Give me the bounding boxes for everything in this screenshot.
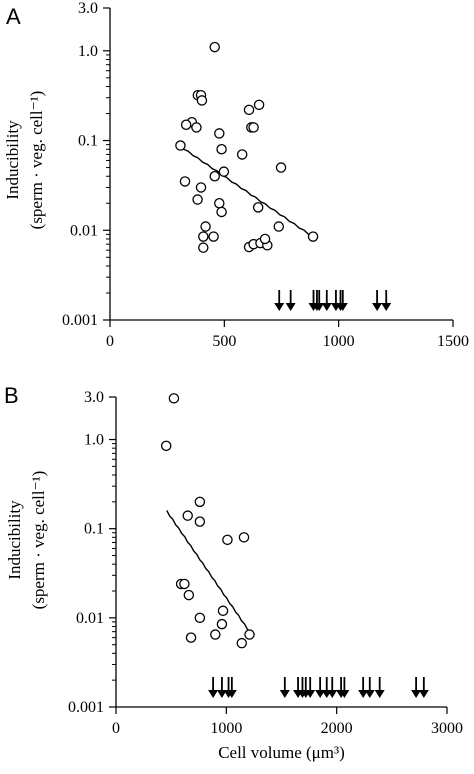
panel-b-trend-line: [166, 510, 252, 634]
panel-b-data-point: [183, 589, 195, 601]
panel-a-arrow-head: [372, 303, 383, 311]
panel-a-arrow-head: [274, 303, 285, 311]
panel-a-x-tick-label: 500: [212, 333, 236, 350]
panel-b-y-axis-title: Inducibility: [5, 500, 24, 580]
panel-b-data-point: [222, 534, 233, 546]
panel-b-data-point: [194, 496, 206, 508]
panel-b-arrow-head: [216, 690, 227, 698]
panel-a-data-point: [236, 149, 248, 160]
panel-a-arrow-head: [321, 303, 332, 311]
panel-b-data-point: [238, 532, 250, 543]
panel-a-data-point: [200, 221, 211, 232]
panel-a-y-tick-label: 0.001: [62, 312, 98, 329]
panel-b-letter: B: [4, 383, 19, 408]
panel-b-data-point: [182, 510, 193, 521]
panel-b-data-point: [217, 605, 229, 617]
panel-b-x-tick-label: 3000: [431, 720, 463, 737]
panel-a-data-point: [195, 182, 207, 193]
panel-a-data-point: [252, 202, 264, 213]
panel-a-data-point: [307, 231, 319, 242]
panel-a-y-axis-units: (sperm · veg. cell⁻¹): [27, 91, 46, 230]
panel-b-x-tick-label: 1000: [210, 720, 242, 737]
panel-a-data-point: [198, 242, 209, 253]
panel-a-y-axis-title: Inducibility: [3, 120, 22, 200]
panel-b-data-point: [210, 629, 221, 640]
panel-b-x-tick-label: 0: [112, 720, 120, 737]
panel-b-arrow-head: [226, 690, 237, 698]
panel-a-data-point: [192, 194, 203, 205]
panel-a-arrow-head: [285, 303, 296, 311]
panel-b-data-point: [194, 516, 206, 527]
panel-b-data-point: [236, 637, 248, 649]
panel-a-data-point: [179, 176, 191, 187]
panel-a-x-tick-label: 1000: [323, 333, 355, 350]
panel-b-arrow-head: [315, 690, 326, 698]
panel-b-y-tick-label: 1.0: [84, 432, 104, 449]
panel-a-data-point: [218, 166, 230, 177]
panel-a-data-point: [214, 128, 225, 139]
panel-a-data-point: [180, 119, 192, 130]
panel-a-data-point: [209, 41, 220, 53]
panel-a-y-tick-label: 0.01: [70, 222, 98, 239]
panel-b-y-tick-label: 3.0: [84, 389, 104, 406]
panel-a-x-tick-label: 1500: [437, 333, 469, 350]
panel-a-y-tick-label: 1.0: [78, 43, 98, 60]
panel-b-data-point: [179, 578, 190, 590]
panel-b-data-point: [168, 393, 180, 404]
panel-a-arrow-head: [381, 303, 392, 311]
panel-a-data-point: [196, 95, 208, 106]
panel-b-arrow-head: [364, 690, 375, 698]
panel-a-data-point: [259, 233, 271, 245]
panel-a-data-point: [198, 231, 209, 242]
panel-b-arrow-head: [305, 690, 316, 698]
panel-a-data-point: [275, 162, 287, 173]
panel-a-y-tick-label: 3.0: [78, 0, 98, 17]
panel-a-data-point: [243, 104, 255, 116]
panel-b-arrow-head: [358, 690, 369, 698]
panel-b-data-point: [194, 612, 206, 624]
panel-a-data-point: [209, 170, 220, 182]
panel-a-data-point: [208, 231, 219, 242]
panel-a-trend-line: [178, 144, 314, 238]
panel-b-y-axis-units: (sperm · veg. cell⁻¹): [29, 471, 48, 610]
panel-b-data-point: [185, 632, 197, 643]
panel-a-arrow-head: [337, 303, 348, 311]
panel-b-arrow-head: [339, 690, 350, 698]
panel-a-arrow-head: [314, 303, 325, 311]
panel-a-data-point: [175, 140, 186, 151]
panel-a-data-point: [253, 99, 265, 111]
panel-b-arrow-head: [418, 690, 429, 698]
panel-a-data-point: [248, 122, 259, 133]
panel-b-arrow-head: [374, 690, 385, 698]
panel-b-arrow-head: [327, 690, 338, 698]
panel-b-y-tick-label: 0.001: [68, 699, 104, 716]
panel-a-y-tick-label: 0.1: [78, 133, 98, 150]
panel-b-arrow-head: [411, 690, 422, 698]
panel-b-arrow-head: [208, 690, 219, 698]
panel-a-data-point: [191, 122, 202, 133]
panel-a-data-point: [273, 221, 285, 232]
panel-a-data-point: [216, 143, 227, 155]
panel-a-data-point: [216, 206, 227, 218]
panel-a-data-point: [214, 198, 225, 209]
panel-b-x-tick-label: 2000: [321, 720, 353, 737]
panel-b-data-point: [244, 629, 255, 640]
panel-b-data-point: [216, 618, 228, 630]
panel-a-x-tick-label: 0: [106, 333, 114, 350]
panel-b-data-point: [160, 440, 172, 452]
panel-b-y-tick-label: 0.1: [84, 521, 104, 538]
panel-b-y-tick-label: 0.01: [76, 610, 104, 627]
panel-b-x-axis-title: Cell volume (μm³): [218, 743, 345, 762]
panel-a-letter: A: [6, 4, 21, 29]
panel-b-arrow-head: [279, 690, 290, 698]
